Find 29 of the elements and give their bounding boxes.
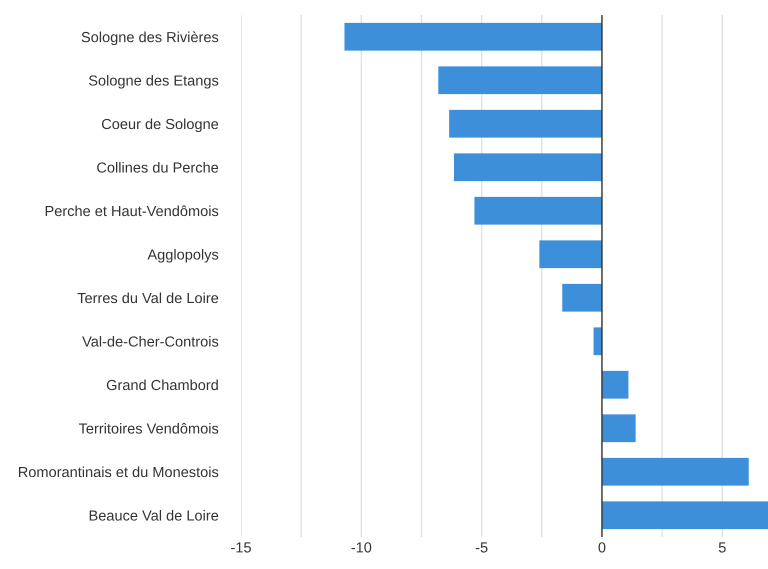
x-tick-label: 5 <box>718 542 726 553</box>
bar <box>344 22 602 51</box>
bar <box>602 370 628 399</box>
x-tick-label: -15 <box>231 542 251 553</box>
bar <box>602 414 636 442</box>
y-tick-label: Terres du Val de Loire <box>78 292 218 304</box>
y-tick-label: Perche et Haut-Vendômois <box>46 205 218 216</box>
y-tick-label: Romorantinais et du Monestois <box>18 466 218 478</box>
bar <box>449 110 602 138</box>
bar <box>594 327 602 356</box>
x-tick-label: -5 <box>476 542 488 553</box>
y-tick-label: Val-de-Cher-Controis <box>82 336 218 347</box>
bar <box>562 284 602 312</box>
bar <box>474 196 602 225</box>
bar <box>454 153 602 182</box>
bar <box>438 66 602 94</box>
y-tick-label: Sologne des Rivières <box>82 31 218 46</box>
y-tick-label: Sologne des Etangs <box>88 74 218 89</box>
bar <box>602 458 749 486</box>
y-tick-label: Grand Chambord <box>106 379 218 390</box>
y-tick-label: Territoires Vendômois <box>78 422 218 434</box>
y-tick-label: Coeur de Sologne <box>102 118 218 132</box>
bar <box>539 240 602 268</box>
x-tick-label: 0 <box>598 542 606 553</box>
y-tick-label: Agglopolys <box>147 248 218 263</box>
bar <box>602 501 768 530</box>
y-tick-label: Collines du Perche <box>97 162 218 173</box>
x-tick-label: -10 <box>351 542 372 553</box>
y-tick-label: Beauce Val de Loire <box>90 510 218 521</box>
